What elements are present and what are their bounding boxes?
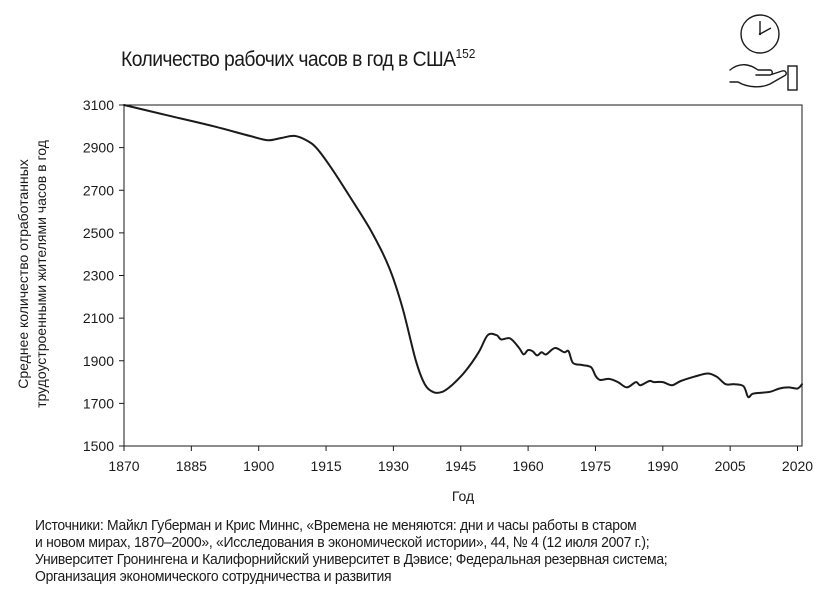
source-note: Источники: Майкл Губерман и Крис Миннс, … <box>35 517 760 585</box>
y-tick-label: 2900 <box>83 140 114 156</box>
x-tick-label: 1915 <box>310 458 341 474</box>
hand-shape <box>729 64 787 88</box>
plot-frame <box>123 104 803 447</box>
title-text: Количество рабочих часов в год в США <box>121 48 456 71</box>
y-axis: 1500 1700 1900 2100 2300 2500 2700 2900 3100 <box>83 97 124 454</box>
source-line: Университет Гронингена и Калифорнийский … <box>35 551 668 568</box>
x-tick-label: 1885 <box>176 458 207 474</box>
y-tick-label: 1900 <box>83 353 114 369</box>
x-tick-label: 1900 <box>243 458 274 474</box>
title-footnote-ref: 152 <box>455 46 476 61</box>
x-tick-label: 1945 <box>445 458 476 474</box>
x-axis-label: Год <box>452 488 474 504</box>
plot-border <box>123 104 803 447</box>
y-tick-label: 2700 <box>83 182 114 198</box>
y-axis-label-line-1: Среднее количество отработанных <box>15 159 31 388</box>
y-tick-label: 2100 <box>83 310 114 326</box>
series-line <box>123 104 803 399</box>
x-axis: 1870 1885 1900 1915 1930 1945 1960 1975 1990 2005… <box>108 446 813 474</box>
source-line: и новом мирах, 1870–2000», «Исследования… <box>35 534 650 551</box>
x-tick-label: 2005 <box>715 458 746 474</box>
y-tick-label: 2500 <box>83 225 114 241</box>
y-tick-label: 1500 <box>83 438 114 454</box>
clock-face <box>740 14 780 54</box>
series-layer <box>123 104 803 399</box>
x-tick-label: 1930 <box>378 458 409 474</box>
x-tick-label: 1960 <box>513 458 544 474</box>
source-line: Источники: Майкл Губерман и Крис Миннс, … <box>35 517 637 534</box>
y-axis-label-line-2: трудоустроенными жителями часов в год <box>33 140 49 408</box>
y-tick-label: 1700 <box>83 395 114 411</box>
y-tick-label: 2300 <box>83 268 114 284</box>
x-tick-label: 1870 <box>108 458 139 474</box>
page-title: Количество рабочих часов в год в США152 <box>121 46 475 72</box>
x-tick-label: 2020 <box>782 458 813 474</box>
source-line: Организация экономического сотрудничеств… <box>35 568 392 585</box>
y-tick-label: 3100 <box>83 97 114 113</box>
x-tick-label: 1990 <box>647 458 678 474</box>
clock-on-hand-icon <box>729 14 798 91</box>
x-tick-label: 1975 <box>580 458 611 474</box>
